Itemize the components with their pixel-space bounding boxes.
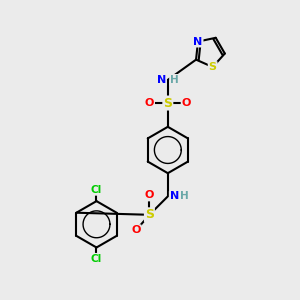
Text: O: O <box>131 225 141 235</box>
Text: N: N <box>170 191 179 201</box>
Text: N: N <box>193 37 203 46</box>
Text: O: O <box>182 98 191 108</box>
Text: Cl: Cl <box>91 254 102 264</box>
Text: O: O <box>145 190 154 200</box>
Text: H: H <box>180 191 189 201</box>
Text: H: H <box>170 75 179 85</box>
Text: N: N <box>157 75 166 85</box>
Text: Cl: Cl <box>91 185 102 195</box>
Text: S: S <box>163 97 172 110</box>
Text: S: S <box>209 62 217 72</box>
Text: O: O <box>145 98 154 108</box>
Text: S: S <box>145 208 154 221</box>
